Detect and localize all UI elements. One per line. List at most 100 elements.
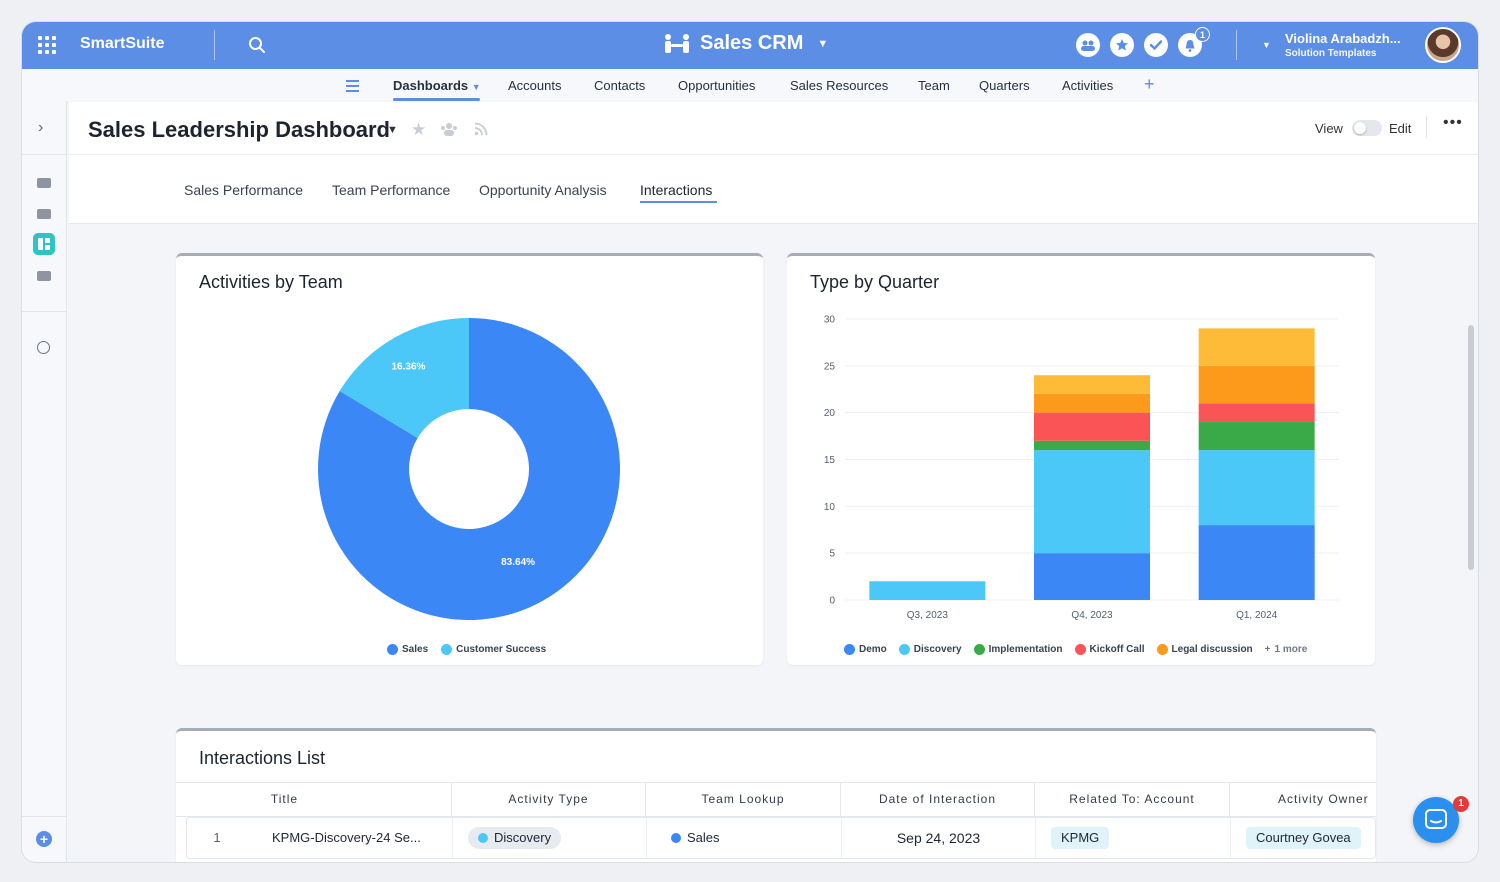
cell-owner[interactable]: Courtney Govea	[1231, 818, 1377, 858]
legend-swatch	[387, 644, 398, 655]
app-grid-icon[interactable]	[38, 36, 56, 54]
bar-segment-legal-discussion[interactable]	[1034, 393, 1150, 413]
donut-slice-customer-success[interactable]	[339, 318, 469, 439]
legend-item-demo[interactable]: Demo	[844, 644, 887, 655]
legend-label: Discovery	[913, 644, 962, 655]
nav-quarters[interactable]: Quarters	[979, 78, 1030, 93]
app-window: SmartSuite Sales CRM ▼	[22, 22, 1478, 862]
nav-activities[interactable]: Activities	[1062, 78, 1114, 93]
chevron-down-icon[interactable]: ▼	[387, 124, 398, 136]
search-icon[interactable]	[248, 36, 266, 54]
rss-icon[interactable]	[474, 122, 488, 136]
status-dot	[478, 833, 488, 843]
chevron-down-icon: ▼	[471, 82, 481, 92]
nav-dashboards[interactable]: Dashboards ▼	[393, 78, 481, 93]
column-header-owner[interactable]: Activity Owner	[1278, 792, 1369, 806]
bar-segment-implementation[interactable]	[1034, 440, 1150, 451]
interactions-list-card: Interactions List Title Activity Type Te…	[176, 728, 1376, 862]
legend-item-legal-discussion[interactable]: Legal discussion	[1156, 644, 1253, 655]
table-title: Interactions List	[199, 748, 326, 768]
data-label: 16.36%	[391, 362, 425, 373]
add-icon[interactable]: +	[36, 831, 52, 847]
legend-label: Kickoff Call	[1089, 644, 1145, 655]
y-tick-label: 10	[824, 502, 836, 513]
legend-more-button[interactable]: +1 more	[1265, 644, 1308, 655]
column-header-date[interactable]: Date of Interaction	[841, 783, 1035, 816]
folder-icon[interactable]	[37, 209, 51, 219]
tasks-check-icon[interactable]	[1144, 33, 1168, 57]
folder-icon[interactable]	[37, 178, 51, 188]
dashboard-header: Sales Leadership Dashboard ▼ ★ View Edit…	[69, 102, 1478, 224]
chart-legend: Demo Discovery Implementation Kickoff Ca…	[844, 644, 1307, 655]
star-icon[interactable]: ★	[411, 120, 427, 139]
menu-icon[interactable]	[346, 80, 359, 95]
notification-badge: 1	[1195, 27, 1210, 42]
nav-team[interactable]: Team	[918, 78, 950, 93]
bar-segment-demo[interactable]	[1034, 553, 1150, 600]
bar-segment-legal-discussion[interactable]	[1198, 365, 1315, 404]
bar-segment-kickoff-call[interactable]	[1198, 403, 1315, 423]
divider	[22, 816, 67, 817]
chevron-down-icon[interactable]: ▼	[1262, 40, 1271, 50]
bar-segment-discovery[interactable]	[869, 581, 986, 600]
legend-item-kickoff-call[interactable]: Kickoff Call	[1074, 644, 1145, 655]
solution-title[interactable]: Sales CRM ▼	[662, 32, 828, 55]
folder-icon[interactable]	[37, 271, 51, 281]
share-users-icon[interactable]	[440, 122, 458, 136]
tab-sales-performance[interactable]: Sales Performance	[184, 182, 304, 198]
legend-item-discovery[interactable]: Discovery	[898, 644, 962, 655]
chat-button[interactable]	[1413, 797, 1459, 843]
cell-date[interactable]: Sep 24, 2023	[842, 818, 1036, 858]
bar-segment-other[interactable]	[1198, 328, 1315, 366]
dashboard-icon[interactable]	[33, 233, 55, 255]
expand-sidebar-icon[interactable]: ›	[38, 119, 44, 136]
status-dot	[671, 833, 681, 843]
add-table-icon[interactable]: +	[1144, 74, 1155, 94]
table-row[interactable]: 1 KPMG-Discovery-24 Se... Discovery Sale…	[186, 817, 1376, 859]
bar-segment-kickoff-call[interactable]	[1034, 412, 1150, 441]
legend-item-sales[interactable]: Sales	[387, 644, 428, 655]
column-header-activity-type[interactable]: Activity Type	[452, 783, 646, 816]
avatar[interactable]	[1425, 27, 1461, 63]
favorites-star-icon[interactable]	[1110, 33, 1134, 57]
bar-segment-discovery[interactable]	[1198, 450, 1315, 526]
data-label: 83.64%	[501, 557, 535, 568]
legend-item-implementation[interactable]: Implementation	[973, 644, 1063, 655]
tab-team-performance[interactable]: Team Performance	[332, 182, 451, 198]
column-header-title[interactable]: Title	[176, 783, 452, 816]
column-header-team-lookup[interactable]: Team Lookup	[646, 783, 841, 816]
bar-segment-implementation[interactable]	[1198, 422, 1315, 451]
bar-segment-demo[interactable]	[1198, 525, 1315, 600]
bar-segment-other[interactable]	[1034, 375, 1150, 394]
brand-name[interactable]: SmartSuite	[80, 35, 165, 52]
x-tick-label: Q4, 2023	[1071, 610, 1113, 621]
cell-activity-type[interactable]: Discovery	[453, 818, 647, 858]
cell-title[interactable]: KPMG-Discovery-24 Se...	[247, 818, 453, 858]
notifications-bell-icon[interactable]: 1	[1178, 27, 1210, 57]
tag-label: Discovery	[494, 830, 552, 845]
bar-segment-discovery[interactable]	[1034, 450, 1150, 554]
members-icon[interactable]	[1076, 33, 1100, 57]
more-options-icon[interactable]: •••	[1443, 114, 1463, 131]
nav-contacts[interactable]: Contacts	[594, 78, 646, 93]
nav-opportunities[interactable]: Opportunities	[678, 78, 756, 93]
tab-opportunity-analysis[interactable]: Opportunity Analysis	[479, 182, 607, 198]
column-header-account[interactable]: Related To: Account	[1035, 783, 1230, 816]
x-tick-label: Q1, 2024	[1236, 610, 1278, 621]
divider	[1236, 30, 1237, 60]
chart-title: Activities by Team	[199, 272, 343, 292]
cell-account[interactable]: KPMG	[1036, 818, 1231, 858]
user-circle-icon[interactable]	[37, 341, 50, 354]
scrollbar[interactable]	[1468, 325, 1474, 570]
page-title: Sales Leadership Dashboard	[88, 117, 390, 142]
user-name[interactable]: Violina Arabadzh...	[1285, 31, 1401, 46]
edit-mode-toggle[interactable]	[1352, 120, 1382, 136]
nav-sales-resources[interactable]: Sales Resources	[790, 78, 889, 93]
nav-accounts[interactable]: Accounts	[508, 78, 562, 93]
tab-interactions[interactable]: Interactions	[640, 182, 713, 198]
cell-team[interactable]: Sales	[647, 818, 842, 858]
y-tick-label: 15	[824, 455, 836, 466]
donut-slice-sales[interactable]	[318, 318, 621, 620]
legend-item-customer-success[interactable]: Customer Success	[441, 644, 546, 655]
y-tick-label: 20	[824, 408, 836, 419]
